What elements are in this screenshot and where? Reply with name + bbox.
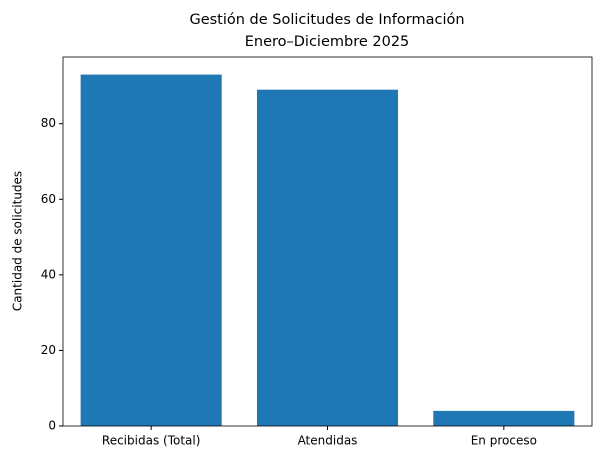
y-tick-label: 0 bbox=[48, 419, 56, 433]
chart-subtitle: Enero–Diciembre 2025 bbox=[245, 34, 410, 50]
y-tick-label: 60 bbox=[41, 192, 56, 206]
chart-title: Gestión de Solicitudes de Información bbox=[189, 12, 464, 28]
bar bbox=[256, 89, 399, 426]
y-tick-label: 20 bbox=[41, 343, 56, 357]
bar bbox=[80, 74, 222, 427]
y-axis-label: Cantidad de solicitudes bbox=[11, 171, 25, 311]
x-tick-label: Recibidas (Total) bbox=[102, 434, 201, 448]
plot-frame bbox=[62, 56, 593, 427]
bar bbox=[433, 410, 575, 426]
y-tick-label: 80 bbox=[41, 116, 56, 130]
x-tick-label: Atendidas bbox=[298, 434, 358, 448]
y-tick-label: 40 bbox=[41, 267, 56, 281]
x-tick-label: En proceso bbox=[471, 434, 537, 448]
